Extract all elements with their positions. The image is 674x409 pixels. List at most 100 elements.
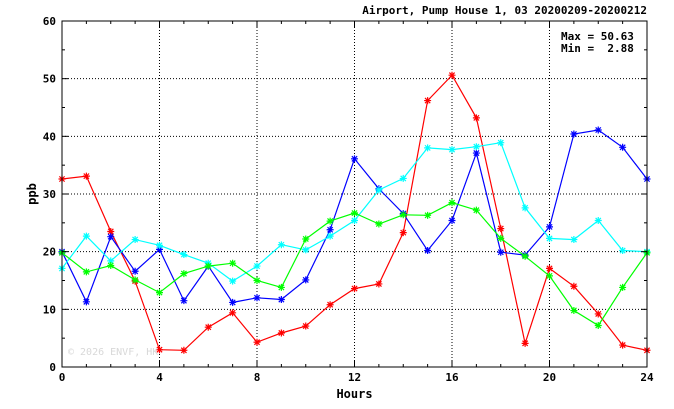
data-point [594,217,602,225]
data-point [546,223,553,231]
x-tick-label: 0 [59,371,66,384]
data-point [497,139,505,147]
x-axis-label: Hours [336,387,372,401]
data-point [399,229,407,237]
data-point [521,204,529,212]
data-point [277,283,285,291]
data-point [302,235,310,243]
x-tick-label: 20 [543,371,556,384]
data-point [594,321,602,329]
data-point [570,282,578,290]
data-point [253,338,261,346]
data-point [277,241,285,249]
data-point [107,257,115,265]
data-point [619,283,627,291]
data-point [351,209,358,217]
data-point [594,310,602,318]
data-point [180,251,188,259]
data-point [82,268,90,276]
data-point [253,262,261,270]
data-point [180,297,188,305]
data-point [594,126,602,134]
data-point [131,267,139,275]
chart-title: Airport, Pump House 1, 03 20200209-20200… [362,4,647,17]
data-point [424,144,432,152]
x-tick-label: 24 [640,371,654,384]
x-tick-label: 4 [156,371,163,384]
data-point [253,277,261,284]
y-tick-label: 10 [43,303,56,316]
data-point [302,276,310,284]
data-point [448,146,456,154]
data-point [180,270,188,278]
data-point [277,329,285,337]
data-point [424,97,432,105]
x-tick-label: 16 [445,371,459,384]
data-point [326,232,334,240]
data-point [619,341,627,349]
data-point [375,186,383,194]
data-point [82,298,90,306]
data-point [375,220,383,228]
data-point [521,339,529,347]
data-point [521,252,529,260]
data-point [326,301,334,309]
data-point [156,289,163,297]
data-point [472,206,480,214]
watermark-text: © 2026 ENVF, HK [68,347,158,358]
y-tick-label: 60 [43,15,56,28]
series-3 [58,139,651,285]
data-point [619,247,627,255]
data-point [497,248,505,256]
data-point [107,233,115,241]
axis-ticks: 0 4 8 12 16 20 24 0 10 20 30 40 50 60 [43,15,654,384]
y-tick-label: 0 [49,361,56,374]
max-stat-label: Max = 50.63 [561,30,634,43]
data-point [156,245,163,253]
data-point [253,294,261,302]
data-point [156,346,163,354]
data-point [570,306,578,314]
data-point [131,276,139,284]
y-axis-label: ppb [25,183,39,205]
data-point [351,155,358,163]
series-layer [58,71,651,354]
data-point [204,262,212,270]
data-point [375,280,383,288]
data-point [448,199,456,207]
data-point [107,262,115,270]
data-point [472,149,480,157]
data-point [472,143,480,151]
data-point [229,298,237,306]
data-point [82,232,90,240]
data-point [351,285,358,293]
data-point [399,174,407,182]
data-point [619,143,627,151]
data-point [546,272,553,280]
data-point [424,247,432,255]
y-tick-label: 20 [43,246,56,259]
data-point [156,241,163,249]
data-point [326,226,334,234]
data-point [448,71,456,79]
data-point [180,346,188,354]
x-tick-label: 12 [348,371,361,384]
data-point [82,172,90,180]
data-point [497,234,505,242]
data-point [229,259,237,267]
data-point [472,114,480,122]
min-stat-label: Min = 2.88 [561,42,634,55]
series-4 [58,199,651,329]
data-point [570,236,578,244]
data-point [570,130,578,138]
grid-lines [62,21,647,367]
y-tick-label: 30 [43,188,56,201]
data-point [424,211,432,219]
data-point [302,322,310,330]
y-tick-label: 40 [43,130,56,143]
data-point [229,277,237,285]
data-point [546,264,553,272]
data-point [351,217,358,225]
data-point [448,217,456,225]
